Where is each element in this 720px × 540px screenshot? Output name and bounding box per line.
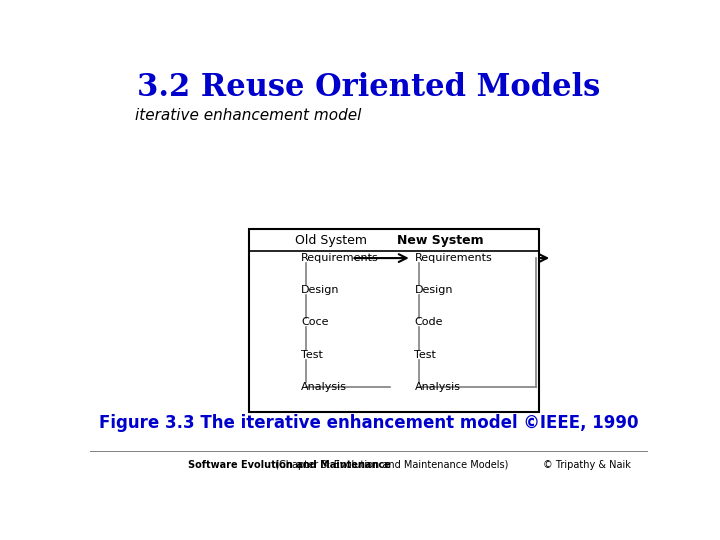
Text: Design: Design	[301, 285, 340, 295]
Text: Analysis: Analysis	[301, 382, 347, 392]
Text: iterative enhancement model: iterative enhancement model	[135, 108, 361, 123]
Text: New System: New System	[397, 233, 484, 247]
Text: Coce: Coce	[301, 318, 329, 327]
Text: Old System: Old System	[295, 233, 367, 247]
Text: Requirements: Requirements	[415, 253, 492, 263]
Text: Figure 3.3 The iterative enhancement model ©IEEE, 1990: Figure 3.3 The iterative enhancement mod…	[99, 414, 639, 432]
Text: © Tripathy & Naik: © Tripathy & Naik	[544, 460, 631, 470]
Text: Code: Code	[415, 318, 443, 327]
Text: Design: Design	[415, 285, 453, 295]
Text: Software Evolution and Maintenance: Software Evolution and Maintenance	[188, 460, 390, 470]
Bar	[249, 229, 539, 412]
Text: Test: Test	[415, 350, 436, 360]
Text: 3.2 Reuse Oriented Models: 3.2 Reuse Oriented Models	[138, 72, 600, 103]
Text: (Chapter 3: Evolution and Maintenance Models): (Chapter 3: Evolution and Maintenance Mo…	[272, 460, 509, 470]
Text: Test: Test	[301, 350, 323, 360]
Text: Requirements: Requirements	[301, 253, 379, 263]
Text: Analysis: Analysis	[415, 382, 460, 392]
